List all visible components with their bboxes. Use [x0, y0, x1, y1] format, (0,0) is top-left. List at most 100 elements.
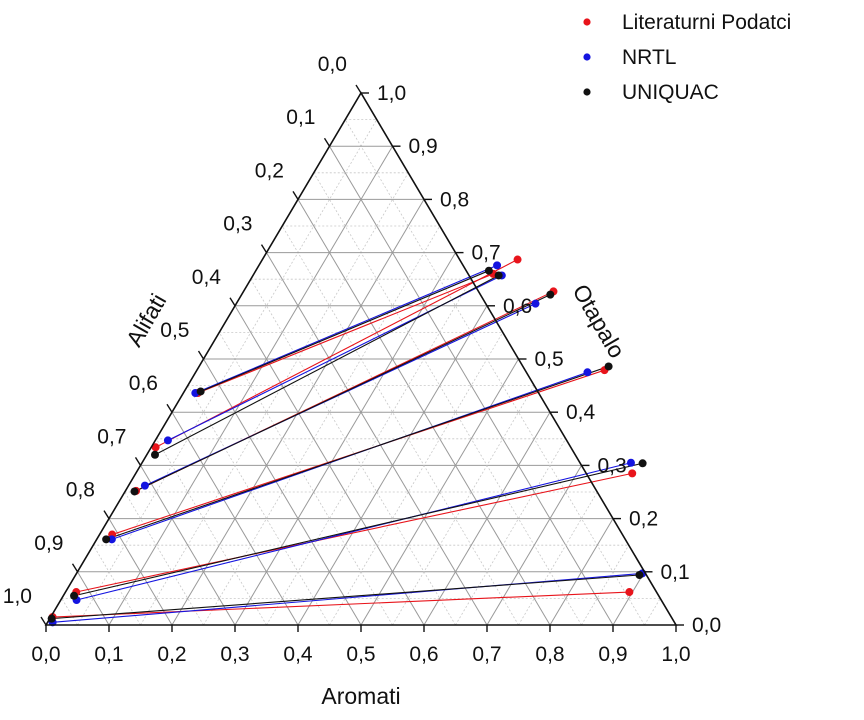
- data-point-extract: [635, 570, 644, 579]
- data-point-extract: [625, 588, 634, 597]
- tie-line: [76, 472, 633, 593]
- tick-label-right: 0,9: [409, 135, 438, 158]
- tick-layer: 0,0 0,0 0,0 0,1 0,1 0,1 0,2 0,2 0,2 0,3 0,3 0,3 0,4 0…: [3, 53, 721, 666]
- tick-label-left: 0,9: [34, 532, 63, 555]
- tick-mark-left: [229, 297, 236, 307]
- tick-mark-left: [323, 137, 331, 147]
- grid-line: [518, 491, 598, 626]
- legend-marker-uniquac: [583, 88, 591, 96]
- legend-item-nrtl: NRTL: [583, 46, 676, 69]
- tick-mark-left: [40, 616, 47, 626]
- data-point-raffinate: [163, 436, 172, 445]
- tie-line: [73, 462, 643, 597]
- tick-label-right: 0,1: [661, 561, 690, 584]
- tick-label-bottom: 0,7: [472, 643, 501, 666]
- grid-line: [140, 465, 236, 626]
- grid-line: [612, 571, 645, 626]
- data-point-extract: [513, 255, 522, 264]
- data-point-raffinate: [130, 487, 139, 496]
- tick-label-bottom: 0,6: [409, 643, 438, 666]
- grid-line: [140, 172, 409, 626]
- grid-line: [344, 119, 645, 626]
- tick-label-bottom: 0,3: [220, 643, 249, 666]
- data-point-extract: [484, 266, 493, 275]
- legend: Literaturni Podatci NRTL UNIQUAC: [583, 11, 791, 104]
- data-point-raffinate: [70, 591, 79, 600]
- tick-label-left: 1,0: [3, 585, 32, 608]
- tie-line: [154, 274, 499, 456]
- tick-label-left: 0,4: [192, 266, 222, 289]
- legend-label-uniquac: UNIQUAC: [622, 81, 719, 104]
- grid-line: [281, 225, 519, 626]
- grid-line: [581, 544, 630, 626]
- data-point-extract: [493, 261, 502, 270]
- tick-label-left: 0,5: [160, 319, 189, 342]
- grid-line: [77, 571, 110, 626]
- tick-mark-left: [355, 84, 362, 94]
- tick-label-bottom: 0,0: [31, 643, 60, 666]
- tie-line-layer: [51, 259, 643, 623]
- data-point-extract: [604, 362, 613, 371]
- grid-line: [77, 119, 378, 626]
- legend-marker-literaturni: [583, 18, 591, 26]
- grid-line: [218, 332, 393, 626]
- tie-line: [197, 273, 494, 394]
- grid-line: [329, 332, 504, 626]
- tick-label-bottom: 0,5: [346, 643, 375, 666]
- tick-mark-left: [260, 244, 268, 253]
- data-point-raffinate: [47, 614, 56, 623]
- grid-line: [486, 465, 582, 626]
- grid-line: [644, 598, 661, 626]
- tick-mark-left: [197, 350, 205, 360]
- tick-label-right: 0,8: [440, 188, 469, 211]
- tick-mark-left: [134, 457, 142, 466]
- grid-line: [155, 438, 267, 626]
- legend-label-nrtl: NRTL: [622, 46, 676, 69]
- point-layer: [47, 255, 647, 627]
- tick-label-left: 0,0: [318, 53, 347, 76]
- tick-label-left: 0,1: [286, 106, 315, 129]
- tick-label-right: 0,0: [692, 614, 721, 637]
- grid-line: [203, 225, 441, 626]
- legend-marker-nrtl: [583, 53, 591, 61]
- tick-label-right: 0,5: [535, 348, 564, 371]
- data-point-raffinate: [150, 450, 159, 459]
- data-point-raffinate: [140, 481, 149, 490]
- tick-mark-left: [71, 563, 79, 573]
- tick-label-left: 0,2: [255, 159, 284, 182]
- data-point-extract: [531, 299, 540, 308]
- data-point-raffinate: [107, 535, 116, 544]
- tick-label-bottom: 0,1: [94, 643, 123, 666]
- grid-line: [455, 438, 567, 626]
- grid-line: [92, 544, 141, 626]
- tick-label-right: 0,4: [566, 401, 596, 424]
- tick-label-bottom: 0,4: [283, 643, 313, 666]
- data-point-extract: [638, 459, 647, 468]
- axis-label-otapalo: Otapalo: [568, 280, 631, 363]
- grid-line: [360, 358, 519, 626]
- tick-label-right: 0,3: [598, 454, 627, 477]
- legend-item-literaturni: Literaturni Podatci: [583, 11, 791, 34]
- grid-line: [549, 518, 614, 626]
- legend-item-uniquac: UNIQUAC: [583, 81, 719, 104]
- tie-line: [76, 462, 632, 601]
- grid-line: [266, 278, 472, 626]
- tie-line: [195, 264, 498, 394]
- tie-line: [200, 270, 490, 392]
- tick-label-bottom: 0,2: [157, 643, 186, 666]
- tick-label-right: 0,2: [629, 508, 658, 531]
- tick-label-right: 0,7: [472, 242, 501, 265]
- tie-line: [52, 572, 643, 623]
- grid-line: [250, 278, 456, 626]
- tie-line: [51, 574, 640, 620]
- tick-label-bottom: 1,0: [661, 643, 690, 666]
- data-point-raffinate: [151, 443, 160, 452]
- tick-label-left: 0,8: [66, 479, 95, 502]
- axis-label-aromati: Aromati: [321, 683, 400, 709]
- grid-line: [171, 411, 299, 626]
- data-point-extract: [494, 271, 503, 280]
- data-point-raffinate: [196, 387, 205, 396]
- tie-line: [105, 365, 609, 540]
